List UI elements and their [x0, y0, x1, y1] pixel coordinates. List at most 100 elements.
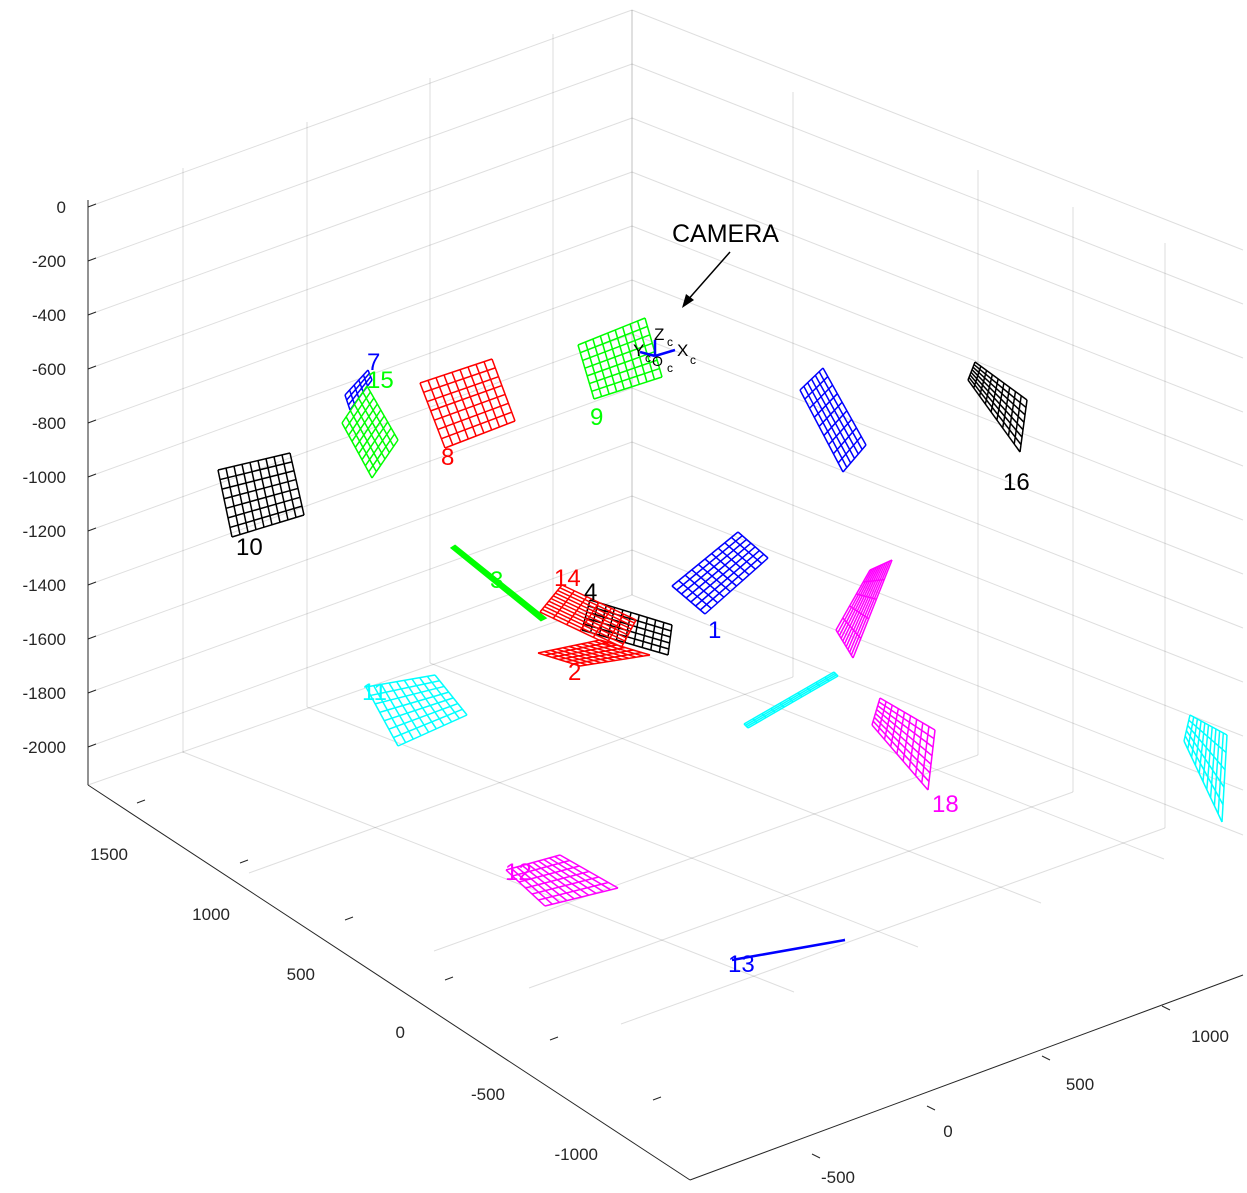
board-18-gridline	[927, 729, 936, 791]
board-9-gridline	[577, 317, 646, 346]
board-2-gridline	[558, 646, 626, 661]
board-8-gridline	[441, 411, 512, 440]
board-label-11: 11	[362, 679, 387, 706]
board-5-gridline	[815, 681, 821, 687]
board-19-gridline	[838, 567, 876, 636]
board-4-gridline	[581, 629, 669, 656]
board-10-gridline	[227, 496, 301, 519]
grid-floor-back-edge	[631, 594, 1244, 836]
board-5-gridline	[744, 672, 836, 726]
board-5-gridline	[824, 676, 830, 682]
board-18-gridline	[873, 716, 931, 774]
board-1-gridline	[676, 535, 743, 591]
left-tick	[136, 799, 146, 804]
board-6-gridline	[809, 384, 834, 409]
board-label-12: 12	[505, 859, 532, 886]
board-16-gridline	[1013, 395, 1022, 445]
board-6-gridline	[842, 444, 867, 473]
board-18-gridline	[908, 719, 918, 769]
board-19	[835, 559, 893, 659]
board-16-gridline	[971, 369, 1025, 423]
board-6-gridline	[832, 427, 858, 455]
board-15-gridline	[344, 391, 372, 430]
board-5	[743, 671, 839, 729]
board-4-gridline	[641, 617, 649, 648]
board-9-gridline	[580, 325, 648, 354]
grid-line-z	[631, 387, 1244, 629]
board-8-gridline	[430, 384, 503, 412]
board-10-gridline	[281, 454, 297, 518]
camera-y-sub: c	[645, 351, 651, 365]
board-8-gridline	[491, 358, 516, 422]
board-16-gridline	[978, 370, 988, 397]
grid-line-z	[631, 333, 1244, 575]
grid-line-z	[631, 171, 1244, 413]
board-10-gridline	[225, 467, 241, 535]
z-tick-label: -1400	[23, 576, 66, 595]
board-18-gridline	[877, 705, 934, 748]
board-1-gridline	[680, 538, 748, 595]
board-14-gridline	[579, 602, 600, 632]
board-1-gridline	[671, 531, 739, 587]
board-15-gridline	[349, 410, 382, 466]
board-15-gridline	[345, 416, 377, 473]
grid-line-z	[631, 495, 1244, 737]
camera-x-sub: c	[690, 353, 696, 367]
board-10-gridline	[249, 462, 265, 528]
board-8-gridline	[419, 382, 446, 449]
board-17-gridline	[1194, 720, 1202, 766]
board-11-gridline	[434, 674, 468, 716]
grid-line-z	[631, 549, 1244, 791]
board-18-gridline	[874, 712, 932, 765]
board-8-gridline	[443, 374, 470, 440]
board-layer	[217, 317, 1228, 962]
board-11-gridline	[374, 685, 445, 705]
grid-line-floor	[182, 751, 795, 993]
camera-z-label: Z	[654, 325, 664, 344]
board-15-gridline	[341, 422, 373, 479]
board-18-gridline	[876, 708, 933, 757]
left-tick-label: 500	[287, 965, 315, 984]
board-1-gridline	[711, 553, 744, 581]
board-label-7: 7	[367, 349, 380, 376]
grid-line-z	[631, 117, 1244, 359]
grid-line-floor	[248, 676, 794, 874]
left-tick-label: 1000	[192, 905, 230, 924]
z-tick	[87, 257, 97, 262]
board-5-gridline	[770, 707, 776, 713]
board-18-gridline	[914, 722, 924, 776]
left-tick	[239, 859, 249, 864]
board-6-gridline	[810, 378, 856, 459]
camera-origin-label: O	[652, 353, 663, 369]
right-tick-label: 500	[1066, 1075, 1094, 1094]
camera-y-axis	[639, 350, 656, 358]
grid-line-z	[87, 171, 633, 370]
board-16-gridline	[974, 361, 1028, 401]
z-tick	[87, 419, 97, 424]
board-8-gridline	[444, 420, 516, 449]
board-17-gridline	[1206, 726, 1213, 790]
board-8-gridline	[483, 361, 508, 425]
board-10-gridline	[241, 464, 257, 530]
board-16-gridline	[996, 382, 1005, 421]
board-1-gridline	[690, 546, 756, 603]
board-11-gridline	[388, 682, 422, 737]
board-6-gridline	[807, 382, 852, 464]
board-8-gridline	[451, 372, 477, 437]
board-10-gridline	[231, 514, 305, 538]
z-tick-label: -800	[32, 414, 66, 433]
board-label-8: 8	[441, 444, 454, 471]
board-1-gridline	[691, 569, 725, 598]
axis-layer: 0 -200 -400 -600 -800 -1000 -1200 -1400 -1600 -18…	[23, 198, 1244, 1187]
grid-floor-back-edge	[87, 594, 633, 786]
board-9-gridline	[589, 359, 658, 385]
board-9-gridline	[584, 341, 603, 397]
board-9-gridline	[607, 332, 625, 390]
board-16-gridline	[984, 374, 994, 405]
board-19-gridline	[835, 569, 871, 631]
board-5-gridline	[746, 674, 838, 728]
board-2-gridline	[537, 639, 601, 654]
board-11-gridline	[373, 685, 407, 743]
grid-line-floor	[429, 662, 1042, 904]
grid-line-z	[87, 495, 633, 694]
